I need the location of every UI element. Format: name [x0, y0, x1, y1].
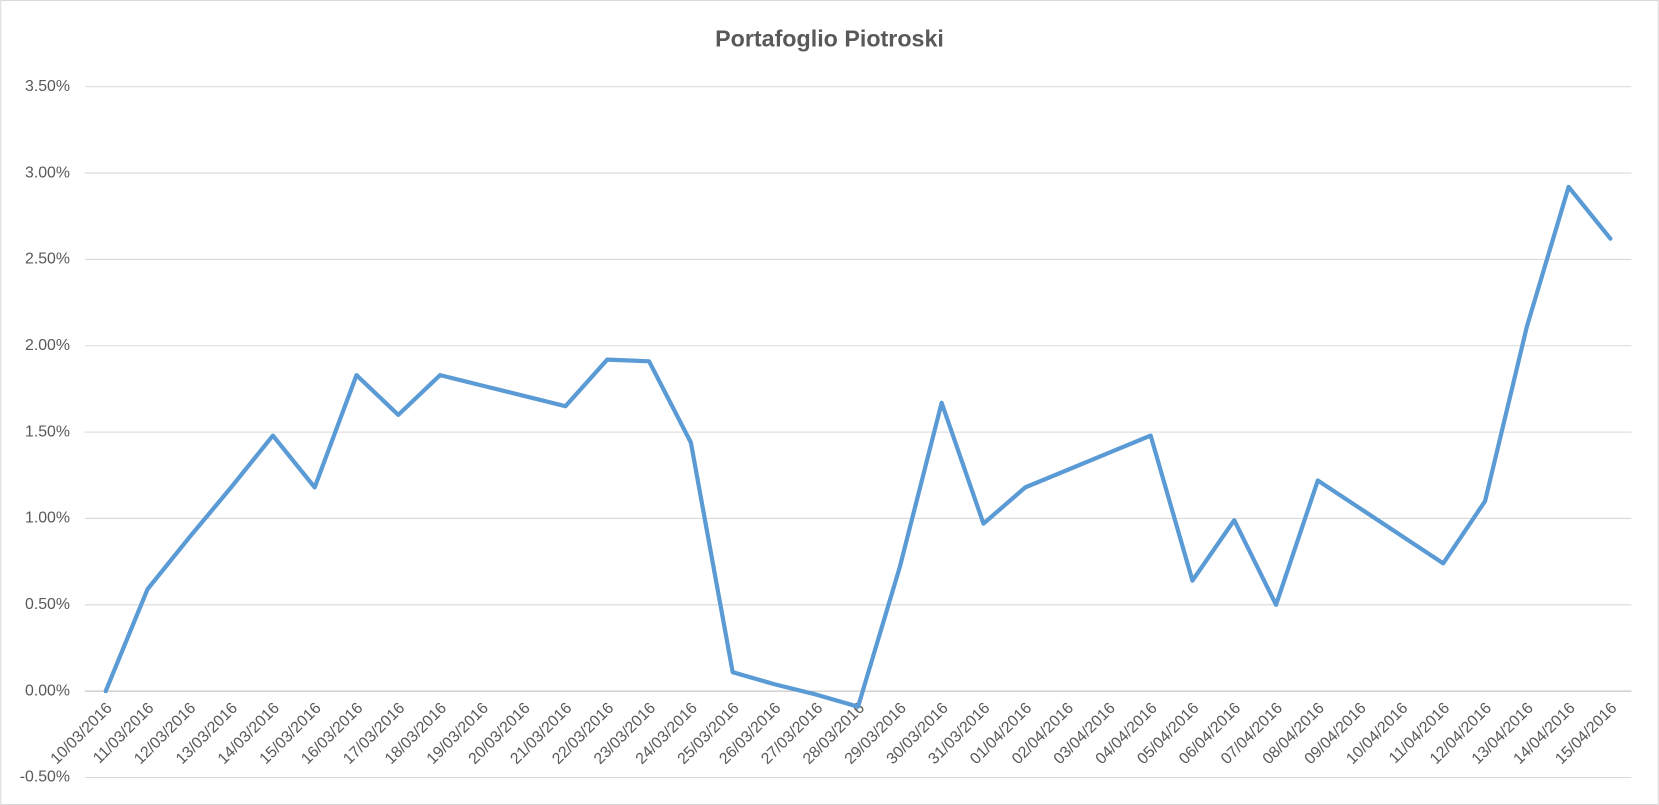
data-line — [103, 184, 1613, 709]
y-tick-label: 1.00% — [25, 510, 70, 527]
y-tick-label: 1.50% — [25, 423, 70, 440]
chart-title: Portafoglio Piotroski — [715, 25, 944, 51]
y-tick-label: 2.50% — [25, 251, 70, 268]
y-tick-label: 2.00% — [25, 337, 70, 354]
y-tick-label: 0.50% — [25, 596, 70, 613]
y-tick-label: 3.00% — [25, 164, 70, 181]
y-tick-label: 3.50% — [25, 78, 70, 95]
y-tick-label: -0.50% — [20, 769, 70, 786]
y-tick-label: 0.00% — [25, 682, 70, 699]
